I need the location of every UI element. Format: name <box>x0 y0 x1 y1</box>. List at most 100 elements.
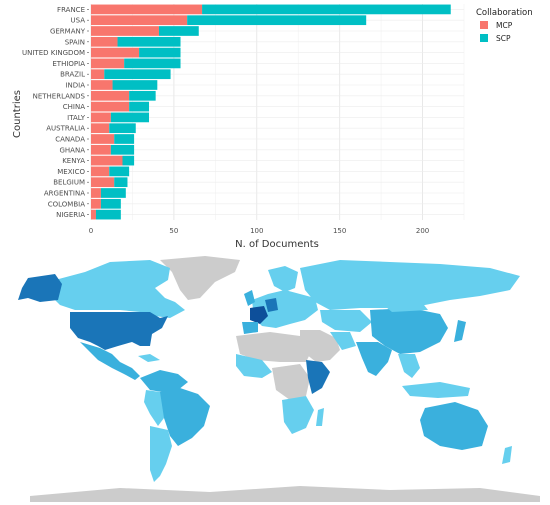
bar-mcp-australia <box>91 123 110 134</box>
bar-mcp-italy <box>91 112 111 123</box>
region-canada <box>50 260 185 318</box>
legend-swatch-mcp <box>480 21 488 29</box>
bar-mcp-argentina <box>91 188 101 198</box>
region-west-africa <box>236 354 272 378</box>
y-tick-label: GERMANY <box>50 28 86 36</box>
x-tick-label: 0 <box>89 227 93 235</box>
bar-scp-france <box>202 4 451 15</box>
region-argentina-chile <box>150 426 172 482</box>
bar-scp-india <box>112 80 158 90</box>
bar-mcp-netherlands <box>91 90 130 101</box>
bar-scp-united-kingdom <box>139 47 181 58</box>
bar-scp-belgium <box>114 177 128 188</box>
bar-mcp-germany <box>91 26 159 36</box>
bar-scp-kenya <box>122 155 135 166</box>
region-japan <box>454 320 466 342</box>
region-southern-africa <box>282 396 314 434</box>
region-scandinavia <box>268 266 298 292</box>
region-spain <box>242 322 258 334</box>
region-east-africa <box>306 360 330 394</box>
region-mexico <box>80 342 140 380</box>
bar-scp-china <box>129 101 150 112</box>
region-china <box>370 308 448 354</box>
y-tick-label: NETHERLANDS <box>33 92 86 100</box>
bar-scp-netherlands <box>129 90 156 101</box>
region-iran <box>330 332 356 350</box>
region-australia <box>420 402 488 450</box>
bar-scp-ghana <box>110 144 135 155</box>
region-alaska <box>18 274 62 302</box>
region-central-asia <box>320 310 372 332</box>
y-tick-label: KENYA <box>62 157 85 165</box>
bar-mcp-kenya <box>91 155 123 166</box>
y-tick-label: BRAZIL <box>60 71 85 79</box>
bar-mcp-spain <box>91 36 118 47</box>
bar-scp-colombia <box>100 198 121 209</box>
bar-mcp-united-kingdom <box>91 47 140 58</box>
bar-scp-australia <box>109 123 136 134</box>
x-tick-label: 100 <box>250 227 263 235</box>
bar-mcp-canada <box>91 134 115 144</box>
x-tick-label: 50 <box>169 227 178 235</box>
bar-mcp-ghana <box>91 144 111 155</box>
region-southeast-asia <box>398 354 420 378</box>
x-tick-labels: 0 50 100 150 200 <box>89 227 429 235</box>
x-tick-label: 200 <box>416 227 429 235</box>
bar-scp-italy <box>110 112 150 123</box>
region-russia <box>300 260 520 310</box>
y-tick-label: SPAIN <box>65 38 85 46</box>
bar-mcp-mexico <box>91 166 110 177</box>
y-tick-label: BELGIUM <box>53 179 85 187</box>
region-caribbean <box>138 354 160 362</box>
y-tick-labels: FRANCE USA GERMANY SPAIN UNITED KINGDOM ETHIO… <box>22 6 89 219</box>
y-tick-label: COLOMBIA <box>48 200 85 208</box>
y-tick-label: FRANCE <box>57 6 85 14</box>
region-india <box>356 342 392 376</box>
y-tick-label: MEXICO <box>57 168 85 176</box>
y-tick-label: UNITED KINGDOM <box>22 49 85 57</box>
region-mongolia <box>380 300 428 312</box>
region-peru-bolivia <box>144 390 164 426</box>
region-antarctica <box>30 486 540 502</box>
y-tick-label: NIGERIA <box>56 211 85 219</box>
x-tick-label: 150 <box>333 227 346 235</box>
y-tick-label: GHANA <box>59 146 85 154</box>
region-uk <box>244 290 255 306</box>
region-germany <box>265 298 278 312</box>
legend-title: Collaboration <box>476 8 533 18</box>
bar-scp-brazil <box>104 69 171 80</box>
y-tick-label: ETHIOPIA <box>52 60 85 68</box>
legend-label-mcp: MCP <box>496 21 513 30</box>
bar-mcp-nigeria <box>91 209 96 220</box>
y-tick-label: ITALY <box>67 114 86 122</box>
region-new-zealand <box>502 446 512 464</box>
bars <box>91 4 451 220</box>
region-central-africa <box>272 364 310 400</box>
bar-chart: FRANCE USA GERMANY SPAIN UNITED KINGDOM ETHIO… <box>12 2 533 250</box>
x-axis-title: N. of Documents <box>235 239 319 250</box>
region-north-africa <box>236 332 312 362</box>
legend-label-scp: SCP <box>496 34 511 43</box>
bar-scp-canada <box>114 134 135 144</box>
region-brazil <box>158 388 210 446</box>
y-tick-label: AUSTRALIA <box>46 125 85 133</box>
y-tick-label: INDIA <box>65 82 85 90</box>
bar-mcp-ethiopia <box>91 58 125 69</box>
bar-scp-germany <box>158 26 199 36</box>
bar-mcp-china <box>91 101 130 112</box>
region-indonesia <box>402 382 470 398</box>
bar-mcp-usa <box>91 15 188 26</box>
bar-mcp-brazil <box>91 69 105 80</box>
region-greenland <box>160 256 240 300</box>
bar-mcp-india <box>91 80 113 90</box>
y-tick-label: CHINA <box>63 103 85 111</box>
y-axis-title: Countries <box>12 90 23 138</box>
y-tick-label: CANADA <box>55 136 85 144</box>
region-france <box>250 306 268 324</box>
bar-scp-usa <box>187 15 367 26</box>
region-usa <box>70 312 168 350</box>
region-northern-south-america <box>140 370 188 392</box>
legend: Collaboration MCP SCP <box>476 8 533 43</box>
y-tick-label: USA <box>71 17 86 25</box>
